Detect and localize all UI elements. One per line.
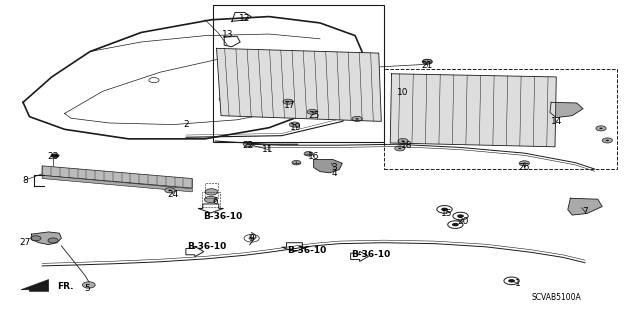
Circle shape xyxy=(292,160,301,165)
Text: 1: 1 xyxy=(515,279,521,288)
Text: B-36-10: B-36-10 xyxy=(188,242,227,251)
Circle shape xyxy=(165,188,175,193)
Circle shape xyxy=(248,237,255,240)
Polygon shape xyxy=(31,232,61,245)
Circle shape xyxy=(441,208,448,211)
Circle shape xyxy=(422,59,433,64)
Text: B-36-10: B-36-10 xyxy=(287,246,327,255)
Circle shape xyxy=(205,189,218,195)
Text: 7: 7 xyxy=(582,207,588,216)
Text: B-36-10: B-36-10 xyxy=(204,212,243,221)
Bar xyxy=(205,183,218,197)
Circle shape xyxy=(401,140,404,142)
Polygon shape xyxy=(21,279,49,291)
Text: 3: 3 xyxy=(331,163,337,172)
Circle shape xyxy=(519,161,529,166)
Text: 22: 22 xyxy=(243,141,254,150)
Text: 25: 25 xyxy=(308,111,319,120)
Text: 6: 6 xyxy=(212,197,218,206)
Text: 13: 13 xyxy=(221,30,233,39)
Text: 21: 21 xyxy=(422,61,433,70)
Polygon shape xyxy=(42,166,192,188)
Circle shape xyxy=(606,140,609,141)
Text: 11: 11 xyxy=(262,145,273,154)
Polygon shape xyxy=(550,102,583,118)
Circle shape xyxy=(293,124,296,125)
Circle shape xyxy=(311,111,314,113)
Circle shape xyxy=(398,138,408,144)
Circle shape xyxy=(289,122,300,127)
Text: 15: 15 xyxy=(441,209,452,218)
Circle shape xyxy=(243,142,253,147)
Circle shape xyxy=(287,101,290,102)
Text: 16: 16 xyxy=(308,152,319,161)
Text: 2: 2 xyxy=(183,120,189,129)
Circle shape xyxy=(48,238,58,243)
Text: 12: 12 xyxy=(239,14,250,23)
Text: SCVAB5100A: SCVAB5100A xyxy=(531,293,581,302)
Circle shape xyxy=(83,282,95,288)
Circle shape xyxy=(307,109,317,115)
Text: 27: 27 xyxy=(19,238,31,247)
Text: FR.: FR. xyxy=(57,282,74,291)
Bar xyxy=(202,192,220,207)
Circle shape xyxy=(352,116,362,122)
Circle shape xyxy=(508,279,515,283)
Text: 20: 20 xyxy=(458,217,468,226)
Text: 18: 18 xyxy=(401,141,413,150)
Circle shape xyxy=(523,163,526,164)
Text: 10: 10 xyxy=(397,88,409,97)
Circle shape xyxy=(600,128,602,129)
Text: 24: 24 xyxy=(168,190,179,199)
Circle shape xyxy=(355,118,358,120)
Text: 19: 19 xyxy=(290,123,301,132)
Circle shape xyxy=(398,148,401,149)
Circle shape xyxy=(204,196,217,203)
Circle shape xyxy=(423,59,432,64)
Text: 26: 26 xyxy=(518,163,530,172)
Circle shape xyxy=(283,99,293,104)
Text: 14: 14 xyxy=(550,117,562,126)
Circle shape xyxy=(51,153,60,158)
Circle shape xyxy=(596,126,606,131)
Text: 5: 5 xyxy=(84,284,90,293)
Text: 8: 8 xyxy=(22,176,28,185)
Bar xyxy=(213,5,384,142)
Text: 23: 23 xyxy=(47,152,59,161)
Circle shape xyxy=(452,223,459,226)
Circle shape xyxy=(602,138,612,143)
Circle shape xyxy=(247,144,250,145)
Polygon shape xyxy=(314,160,342,173)
Text: B-36-10: B-36-10 xyxy=(351,250,390,259)
Circle shape xyxy=(457,214,464,218)
Polygon shape xyxy=(390,74,556,147)
Circle shape xyxy=(31,236,41,241)
Circle shape xyxy=(304,152,313,156)
Text: 4: 4 xyxy=(332,169,337,178)
Polygon shape xyxy=(216,48,381,122)
Circle shape xyxy=(395,146,405,151)
Text: 17: 17 xyxy=(284,101,295,110)
Circle shape xyxy=(168,189,172,191)
Polygon shape xyxy=(568,198,602,215)
Text: 9: 9 xyxy=(248,234,254,243)
Polygon shape xyxy=(42,175,192,192)
Circle shape xyxy=(426,61,429,63)
Bar xyxy=(384,69,617,169)
